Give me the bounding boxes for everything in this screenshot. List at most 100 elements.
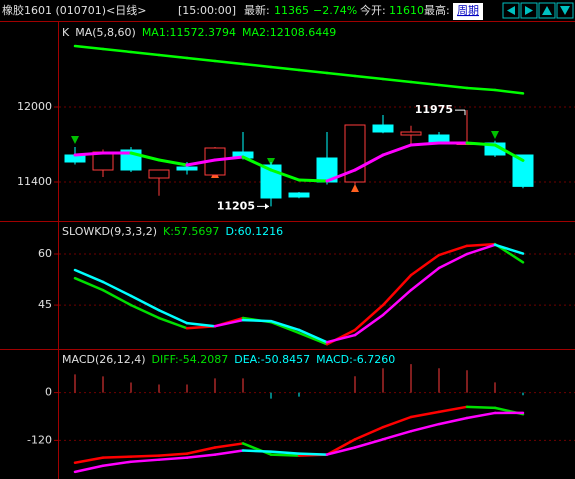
open-price: 11610 bbox=[389, 4, 424, 17]
line-segment bbox=[353, 74, 385, 81]
nav-buttons bbox=[502, 2, 574, 19]
line-segment bbox=[297, 68, 329, 75]
line-segment bbox=[465, 405, 497, 410]
line-segment bbox=[409, 422, 441, 433]
open-label: 今开: bbox=[360, 3, 386, 17]
line-segment bbox=[409, 410, 441, 419]
line-segment bbox=[213, 318, 245, 328]
line-segment bbox=[213, 449, 245, 456]
signal-arrow bbox=[491, 131, 499, 139]
line-segment bbox=[185, 56, 217, 63]
line-segment bbox=[101, 47, 133, 54]
line-segment bbox=[241, 62, 273, 69]
legend-entry: MA(5,8,60) bbox=[75, 26, 136, 39]
y-tick-label: 12000 bbox=[17, 100, 52, 113]
line-segment bbox=[157, 456, 189, 461]
line-segment bbox=[213, 59, 245, 66]
line-segment bbox=[129, 458, 161, 463]
line-segment bbox=[325, 438, 357, 456]
legend-entry: MA1:11572.3794 bbox=[142, 26, 236, 39]
line-segment bbox=[213, 442, 245, 449]
line-segment bbox=[381, 429, 413, 441]
line-segment bbox=[101, 455, 133, 459]
line-segment bbox=[241, 155, 273, 172]
line-segment bbox=[437, 252, 469, 270]
line-segment bbox=[73, 44, 105, 51]
y-tick-label: 11400 bbox=[17, 175, 52, 188]
legend-entry: K bbox=[62, 26, 70, 39]
line-segment bbox=[297, 328, 329, 344]
last-price: 11365 bbox=[274, 4, 309, 17]
button-up[interactable] bbox=[538, 2, 556, 19]
signal-arrow bbox=[351, 184, 359, 192]
candle-body bbox=[176, 166, 198, 171]
instrument: 橡胶1601 (010701)<日线> bbox=[2, 3, 147, 17]
time: [15:00:00] bbox=[178, 4, 236, 17]
last-label: 最新: bbox=[244, 3, 270, 17]
period-link[interactable]: 周期 bbox=[457, 4, 479, 17]
line-segment bbox=[493, 88, 525, 95]
button-down[interactable] bbox=[556, 2, 574, 19]
line-segment bbox=[185, 321, 217, 328]
line-segment bbox=[465, 86, 497, 92]
line-segment bbox=[409, 141, 441, 147]
line-segment bbox=[185, 446, 217, 455]
icon bbox=[542, 6, 552, 15]
line-segment bbox=[241, 318, 273, 323]
legend-entry: DIFF:-54.2087 bbox=[152, 353, 229, 366]
line-segment bbox=[353, 313, 385, 337]
line-segment bbox=[129, 151, 161, 162]
button-left[interactable] bbox=[502, 2, 520, 19]
line-segment bbox=[465, 243, 497, 256]
line-segment bbox=[241, 449, 273, 453]
line-segment bbox=[129, 50, 161, 57]
line-segment bbox=[129, 294, 161, 312]
legend-entry: MACD:-6.7260 bbox=[316, 353, 395, 366]
line-segment bbox=[157, 53, 189, 60]
line-segment bbox=[73, 151, 105, 157]
line-segment bbox=[353, 438, 385, 449]
line-segment bbox=[353, 425, 385, 441]
candle-body bbox=[288, 192, 310, 198]
line-segment bbox=[73, 456, 105, 465]
line-segment bbox=[269, 453, 301, 457]
line-segment bbox=[381, 288, 413, 317]
line-segment bbox=[297, 331, 329, 346]
line-segment bbox=[381, 415, 413, 429]
line-segment bbox=[297, 178, 329, 183]
line-segment bbox=[297, 452, 329, 456]
line-segment bbox=[465, 242, 497, 248]
period-button[interactable] bbox=[453, 3, 483, 20]
frame bbox=[0, 21, 575, 479]
line-segment bbox=[325, 71, 357, 78]
legend-entry: MACD(26,12,4) bbox=[62, 353, 146, 366]
y-tick-label: 0 bbox=[45, 386, 52, 399]
line-segment bbox=[73, 464, 105, 474]
button-right[interactable] bbox=[520, 2, 538, 19]
candle-body bbox=[400, 131, 422, 136]
line-segment bbox=[241, 442, 273, 456]
change: −2.74% bbox=[313, 4, 357, 17]
line-segment bbox=[129, 303, 161, 320]
line-segment bbox=[437, 416, 469, 426]
header: 橡胶1601 (010701)<日线> [15:00:00] 最新: 11365… bbox=[2, 2, 574, 20]
line-segment bbox=[353, 303, 385, 332]
line-segment bbox=[101, 288, 133, 307]
signals bbox=[71, 131, 499, 192]
line-segment bbox=[325, 333, 357, 344]
line-segment bbox=[381, 77, 413, 84]
line-segment bbox=[185, 158, 217, 167]
y-tick-label: -120 bbox=[27, 433, 52, 446]
line-segment bbox=[409, 80, 441, 87]
legend-entry: K:57.5697 bbox=[163, 225, 219, 238]
annotation-arrow bbox=[265, 203, 269, 210]
line-segment bbox=[269, 65, 301, 72]
line-segment bbox=[493, 143, 525, 162]
line-segment bbox=[269, 450, 301, 455]
line-segment bbox=[465, 411, 497, 420]
legend-entry: DEA:-50.8457 bbox=[234, 353, 310, 366]
candle-body bbox=[512, 154, 534, 187]
line-segment bbox=[381, 273, 413, 307]
line-segment bbox=[409, 266, 441, 292]
line-segment bbox=[157, 308, 189, 325]
